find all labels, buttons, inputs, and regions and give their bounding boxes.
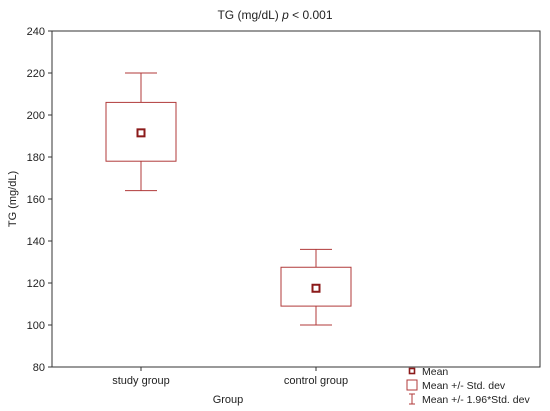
legend-item: Mean +/- 1.96*Std. dev — [409, 393, 530, 406]
plot-area — [51, 30, 541, 368]
mean-marker — [311, 283, 321, 293]
y-axis: 80 100 120 140 160 180 200 220 240 — [27, 26, 52, 374]
y-tick-label: 120 — [27, 278, 45, 290]
legend-item: Mean +/- Std. dev — [406, 379, 506, 392]
sd-box — [105, 101, 177, 162]
boxplot-group — [105, 72, 177, 192]
legend-box-symbol — [406, 379, 418, 391]
y-tick-label: 200 — [27, 110, 45, 122]
legend-label: Mean +/- Std. dev — [422, 380, 506, 392]
chart-title-p: p — [281, 8, 289, 22]
y-tick-label: 240 — [27, 26, 45, 38]
chart-title-suffix: < 0.001 — [289, 8, 333, 22]
boxplot-group — [280, 248, 352, 326]
x-tick-label: control group — [284, 375, 348, 387]
mean-marker — [136, 128, 146, 138]
y-tick-label: 140 — [27, 236, 45, 248]
legend-label: Mean — [422, 366, 448, 378]
legend-mean-symbol — [408, 367, 416, 375]
y-tick-label: 220 — [27, 68, 45, 80]
y-tick-label: 100 — [27, 320, 45, 332]
chart-title-prefix: TG (mg/dL) — [217, 8, 282, 22]
chart-title: TG (mg/dL) p < 0.001 — [217, 8, 332, 22]
legend: Mean Mean +/- Std. dev Mean +/- 1.96*Std. … — [406, 366, 530, 406]
y-tick-label: 160 — [27, 194, 45, 206]
sd-box — [280, 266, 352, 307]
x-axis: study group control group — [112, 367, 348, 387]
y-axis-label: TG (mg/dL) — [7, 171, 19, 227]
y-tick-label: 80 — [33, 362, 45, 374]
x-axis-label: Group — [213, 394, 244, 406]
y-tick-label: 180 — [27, 152, 45, 164]
legend-item: Mean — [408, 366, 448, 378]
plot-marks — [105, 72, 352, 326]
legend-label: Mean +/- 1.96*Std. dev — [422, 394, 530, 406]
x-tick-label: study group — [112, 375, 169, 387]
